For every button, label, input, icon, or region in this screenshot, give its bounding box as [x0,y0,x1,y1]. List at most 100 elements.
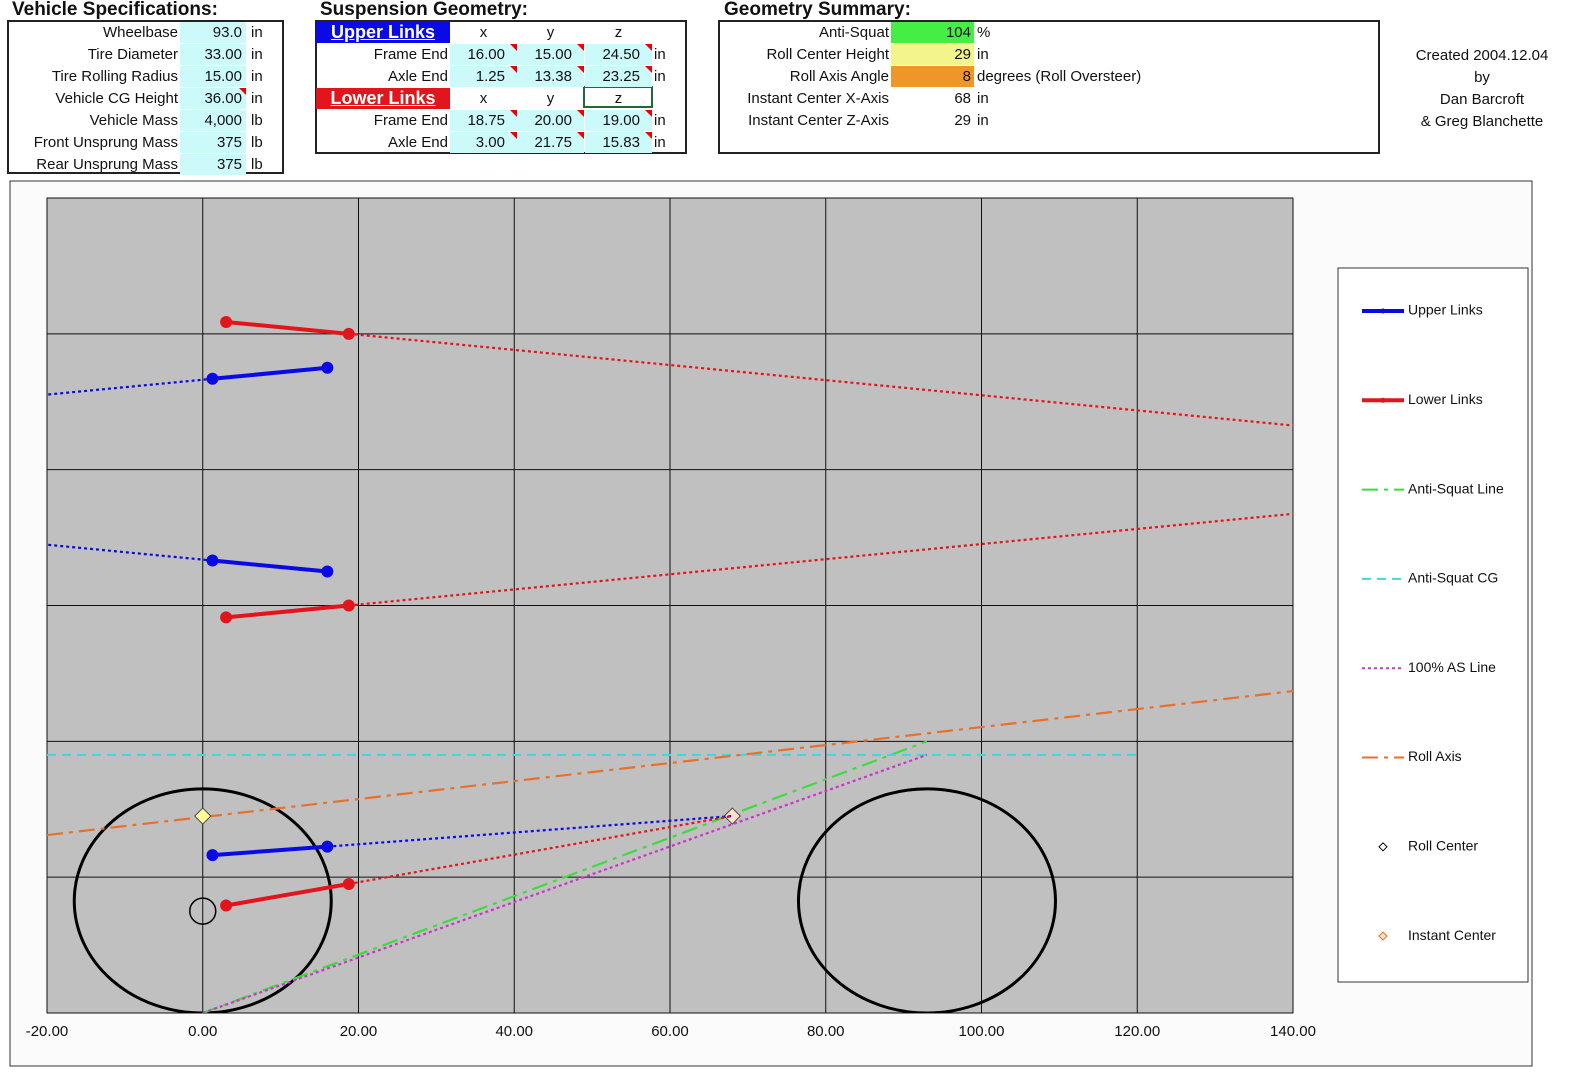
credit: by [1474,69,1490,86]
legend-label: Lower Links [1408,391,1483,407]
summary-unit: degrees (Roll Oversteer) [977,68,1142,85]
spec-unit: lb [251,134,263,151]
legend-swatch [1380,308,1386,314]
spec-value: 4,000 [180,110,246,131]
series-line [348,332,1293,886]
series-line [212,365,328,858]
unit: in [654,134,666,151]
summary-label: Anti-Squat [818,24,889,41]
row-label: Axle End [387,68,448,85]
summary-value: 29 [954,112,971,129]
x-tick-label: 20.00 [340,1023,378,1040]
x-tick-label: 80.00 [807,1023,845,1040]
legend-label: 100% AS Line [1408,659,1496,675]
geometry-value: 20.00 [517,110,584,131]
legend-label: Instant Center [1408,927,1496,943]
spec-label: Tire Diameter [87,46,178,63]
x-tick-label: 120.00 [1114,1023,1160,1040]
column-header: y [546,24,555,41]
x-tick-label: 40.00 [495,1023,533,1040]
legend-label: Roll Center [1408,838,1478,854]
spec-value: 375 [180,132,246,153]
point-marker [220,611,233,624]
spec-label: Vehicle Mass [89,112,178,129]
spec-label: Vehicle CG Height [55,90,178,107]
geometry-value: 18.75 [450,110,517,131]
geometry-value: 24.50 [585,44,652,65]
point-marker [220,899,233,912]
selected-cell[interactable] [583,86,653,108]
series-line [202,753,928,1013]
legend-swatch [1380,397,1386,403]
spec-value: 15.00 [180,66,246,87]
group-header: Lower Links [316,88,450,109]
spec-value: 36.00 [180,88,246,109]
spec-value: 375 [180,154,246,175]
spec-label: Wheelbase [102,24,178,41]
spec-unit: lb [251,112,263,129]
summary-value: 104 [891,22,974,43]
credit: & Greg Blanchette [1420,113,1544,130]
point-marker [220,315,233,328]
summary-box [718,20,1380,154]
series-line [225,319,350,908]
geometry-value: 23.25 [585,66,652,87]
geometry-value: 19.00 [585,110,652,131]
column-header: y [546,90,555,107]
point-marker [206,849,219,862]
spec-label: Front Unsprung Mass [33,134,178,151]
column-header: z [614,90,623,107]
x-tick-label: 60.00 [651,1023,689,1040]
geometry-value: 3.00 [450,132,517,153]
geometry-value: 16.00 [450,44,517,65]
summary-label: Roll Axis Angle [789,68,889,85]
geometry-box [315,20,687,154]
unit: in [654,112,666,129]
column-header: x [479,24,488,41]
point-marker [194,807,212,825]
column-header: x [479,90,488,107]
plot [47,315,1293,1013]
point-marker [723,807,742,825]
geometry-value: 15.83 [585,132,652,153]
column-header: z [614,24,623,41]
section-title: Geometry Summary: [724,0,911,20]
geometry-value: 21.75 [517,132,584,153]
spec-label: Tire Rolling Radius [51,68,178,85]
row-label: Frame End [373,46,448,63]
legend-swatch [1378,842,1388,852]
point-marker [321,565,334,578]
x-tick-label: -20.00 [26,1023,69,1040]
summary-unit: in [977,90,989,107]
x-tick-label: 0.00 [188,1023,217,1040]
summary-label: Instant Center Z-Axis [748,112,889,129]
axle [189,897,217,925]
legend-label: Upper Links [1408,302,1483,318]
credit: Created 2004.12.04 [1415,47,1549,64]
legend-label: Roll Axis [1408,748,1462,764]
credit: Dan Barcroft [1439,91,1525,108]
section-title: Vehicle Specifications: [12,0,218,20]
group-header: Upper Links [316,22,450,43]
spec-value: 93.0 [180,22,246,43]
series-line [202,740,928,1013]
spec-value: 33.00 [180,44,246,65]
legend-swatch [1378,931,1388,941]
row-label: Axle End [387,134,448,151]
unit: in [654,46,666,63]
spec-unit: in [251,68,263,85]
summary-unit: % [977,24,991,41]
summary-value: 8 [891,66,974,87]
spec-unit: lb [251,156,263,173]
spec-unit: in [251,46,263,63]
spec-label: Rear Unsprung Mass [36,156,178,173]
legend-box [1337,267,1529,983]
summary-unit: in [977,46,989,63]
summary-label: Roll Center Height [766,46,889,63]
row-label: Frame End [373,112,448,129]
series-line [47,377,733,848]
legend-label: Anti-Squat CG [1408,570,1498,586]
x-tick-label: 100.00 [959,1023,1005,1040]
geometry-value: 15.00 [517,44,584,65]
